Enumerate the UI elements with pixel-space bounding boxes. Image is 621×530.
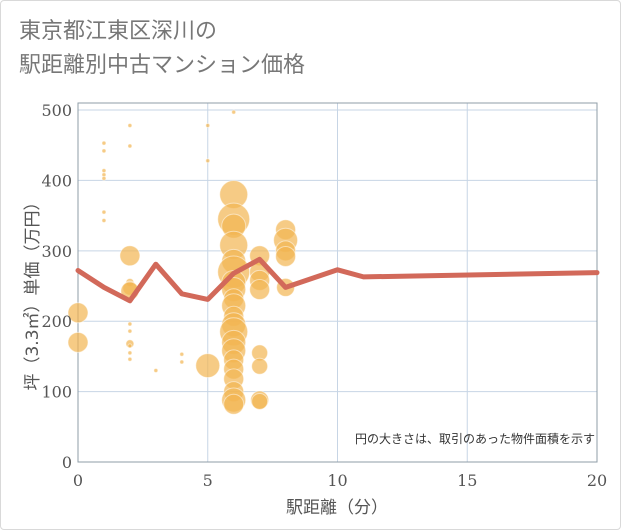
data-bubble — [127, 123, 133, 129]
y-tick-label: 400 — [41, 171, 72, 190]
data-bubble — [101, 175, 107, 181]
data-bubble — [101, 140, 107, 146]
data-bubble — [127, 343, 133, 349]
data-bubble — [127, 328, 133, 334]
data-bubble — [67, 331, 89, 353]
data-bubble — [101, 168, 107, 174]
data-bubble — [127, 356, 133, 362]
data-bubble — [127, 321, 133, 327]
data-bubble — [179, 351, 185, 357]
y-tick-label: 300 — [41, 242, 72, 261]
x-tick-label: 0 — [73, 471, 83, 490]
data-bubble — [231, 109, 237, 115]
data-bubble — [101, 218, 107, 224]
data-bubble — [101, 148, 107, 154]
x-tick-label: 10 — [327, 471, 347, 490]
data-bubble — [251, 392, 269, 410]
grid-lines — [77, 103, 598, 463]
data-bubble — [205, 158, 211, 164]
y-tick-label: 100 — [41, 383, 72, 402]
data-bubble — [101, 209, 107, 215]
data-bubble — [275, 245, 297, 267]
chart-title-line-1: 東京都江東区深川の — [19, 19, 218, 44]
chart-title: 東京都江東区深川の 駅距離別中古マンション価格 — [19, 15, 305, 83]
y-axis-label: 坪（3.3㎡）単価（万円） — [23, 193, 43, 390]
data-bubble — [251, 357, 269, 375]
plot-area-border — [77, 102, 598, 463]
data-bubble — [249, 279, 271, 301]
data-bubble — [179, 359, 185, 365]
y-tick-label: 500 — [41, 101, 72, 120]
chart-title-line-2: 駅距離別中古マンション価格 — [19, 53, 306, 78]
bubble-series — [67, 109, 299, 415]
x-tick-label: 5 — [203, 471, 213, 490]
data-bubble — [195, 353, 221, 379]
data-bubble — [127, 143, 133, 149]
data-bubble — [127, 350, 133, 356]
x-tick-label: 15 — [457, 471, 477, 490]
y-tick-label: 200 — [41, 312, 72, 331]
y-tick-label: 0 — [62, 453, 72, 472]
data-bubble — [223, 393, 245, 415]
bubble-size-note: 円の大きさは、取引のあった物件面積を示す — [355, 431, 595, 446]
x-axis-label: 駅距離（分） — [286, 498, 388, 518]
data-bubble — [205, 123, 211, 129]
data-bubble — [153, 367, 159, 373]
data-bubble — [119, 245, 141, 267]
x-tick-label: 20 — [587, 471, 607, 490]
data-bubble — [67, 302, 89, 324]
average-price-line — [75, 256, 600, 304]
